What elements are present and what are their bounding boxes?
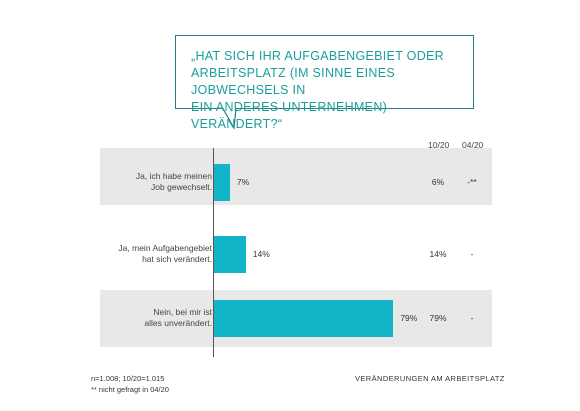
- question-bubble: [175, 35, 474, 109]
- bar-value-label-2: 14%: [252, 249, 270, 259]
- category-label-1: Ja, ich habe meinen Job gewechselt.: [135, 171, 212, 192]
- column-header-04-20: 04/20: [462, 140, 484, 150]
- bubble-tail: [222, 108, 237, 130]
- category-label-3: Nein, bei mir ist alles unverändert.: [144, 307, 212, 328]
- chart-title: „HAT SICH IHR AUFGABENGEBIET ODER ARBEIT…: [191, 49, 444, 131]
- comparison-cell-3-2: -: [470, 313, 474, 323]
- column-header-10-20: 10/20: [428, 140, 450, 150]
- comparison-cell-1-2: -**: [467, 177, 477, 187]
- y-axis-line: [213, 148, 215, 357]
- comparison-cell-2-2: -: [470, 249, 474, 259]
- footnote-sample-size: n=1.008; 10/20=1.015: [91, 374, 165, 383]
- bar-value-label-3: 79%: [400, 313, 418, 323]
- bar-1: [214, 163, 230, 201]
- source-label: VERÄNDERUNGEN AM ARBEITSPLATZ: [355, 374, 505, 383]
- comparison-cell-3-1: 79%: [429, 313, 447, 323]
- category-label-2: Ja, mein Aufgabengebiet hat sich verände…: [118, 243, 212, 264]
- footnote-not-asked: ** nicht gefragt in 04/20: [91, 385, 169, 394]
- bar-2: [214, 235, 246, 273]
- comparison-cell-2-1: 14%: [429, 249, 447, 259]
- bar-value-label-1: 7%: [236, 177, 250, 187]
- bar-3: [214, 299, 394, 337]
- row-band-1: [100, 148, 492, 205]
- comparison-cell-1-1: 6%: [431, 177, 445, 187]
